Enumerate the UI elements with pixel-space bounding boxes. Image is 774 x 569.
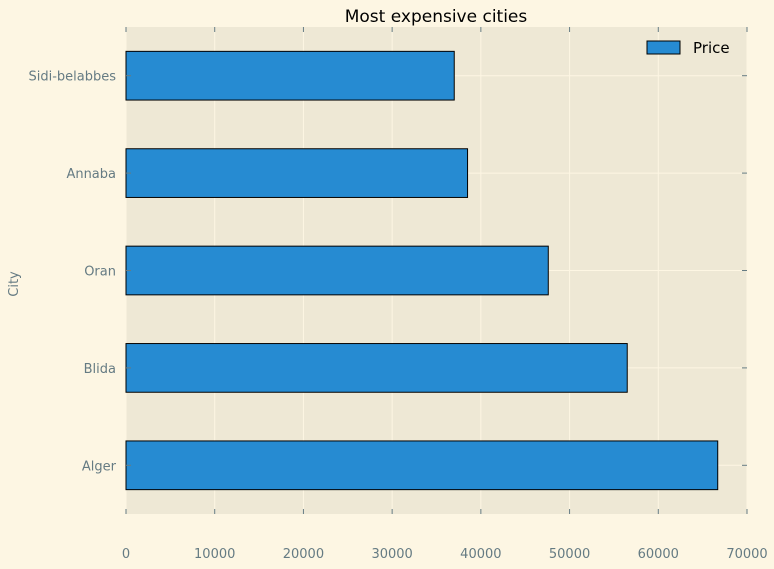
y-tick-label: Annaba	[66, 167, 116, 182]
bar-blida	[125, 343, 628, 393]
y-tick-label: Blida	[84, 362, 116, 377]
y-tick-label: Sidi-belabbes	[28, 70, 116, 85]
y-axis-label: City	[7, 271, 22, 297]
bars	[125, 50, 719, 491]
y-tick-labels: Alger Blida Oran Annaba Sidi-belabbes	[28, 70, 116, 475]
x-tick-label: 40000	[460, 547, 501, 562]
bar-sidi-belabbes	[125, 50, 455, 101]
legend-swatch	[646, 40, 681, 55]
chart-title: Most expensive cities	[345, 7, 528, 27]
legend: Price	[646, 39, 730, 57]
y-tick-label: Oran	[84, 265, 116, 280]
x-tick-label: 20000	[283, 547, 324, 562]
x-tick-label: 0	[122, 547, 130, 562]
legend-label-price: Price	[693, 39, 730, 57]
bar-annaba	[125, 148, 469, 198]
x-tick-labels: 0 10000 20000 30000 40000 50000 60000 70000	[122, 547, 768, 562]
x-tick-label: 30000	[371, 547, 412, 562]
axis-ticks	[125, 27, 748, 514]
bar-oran	[125, 245, 549, 296]
x-tick-label: 70000	[726, 547, 767, 562]
bar-alger	[125, 440, 719, 491]
x-tick-label: 50000	[549, 547, 590, 562]
y-tick-label: Alger	[82, 459, 117, 474]
x-tick-label: 60000	[638, 547, 679, 562]
x-tick-label: 10000	[194, 547, 235, 562]
